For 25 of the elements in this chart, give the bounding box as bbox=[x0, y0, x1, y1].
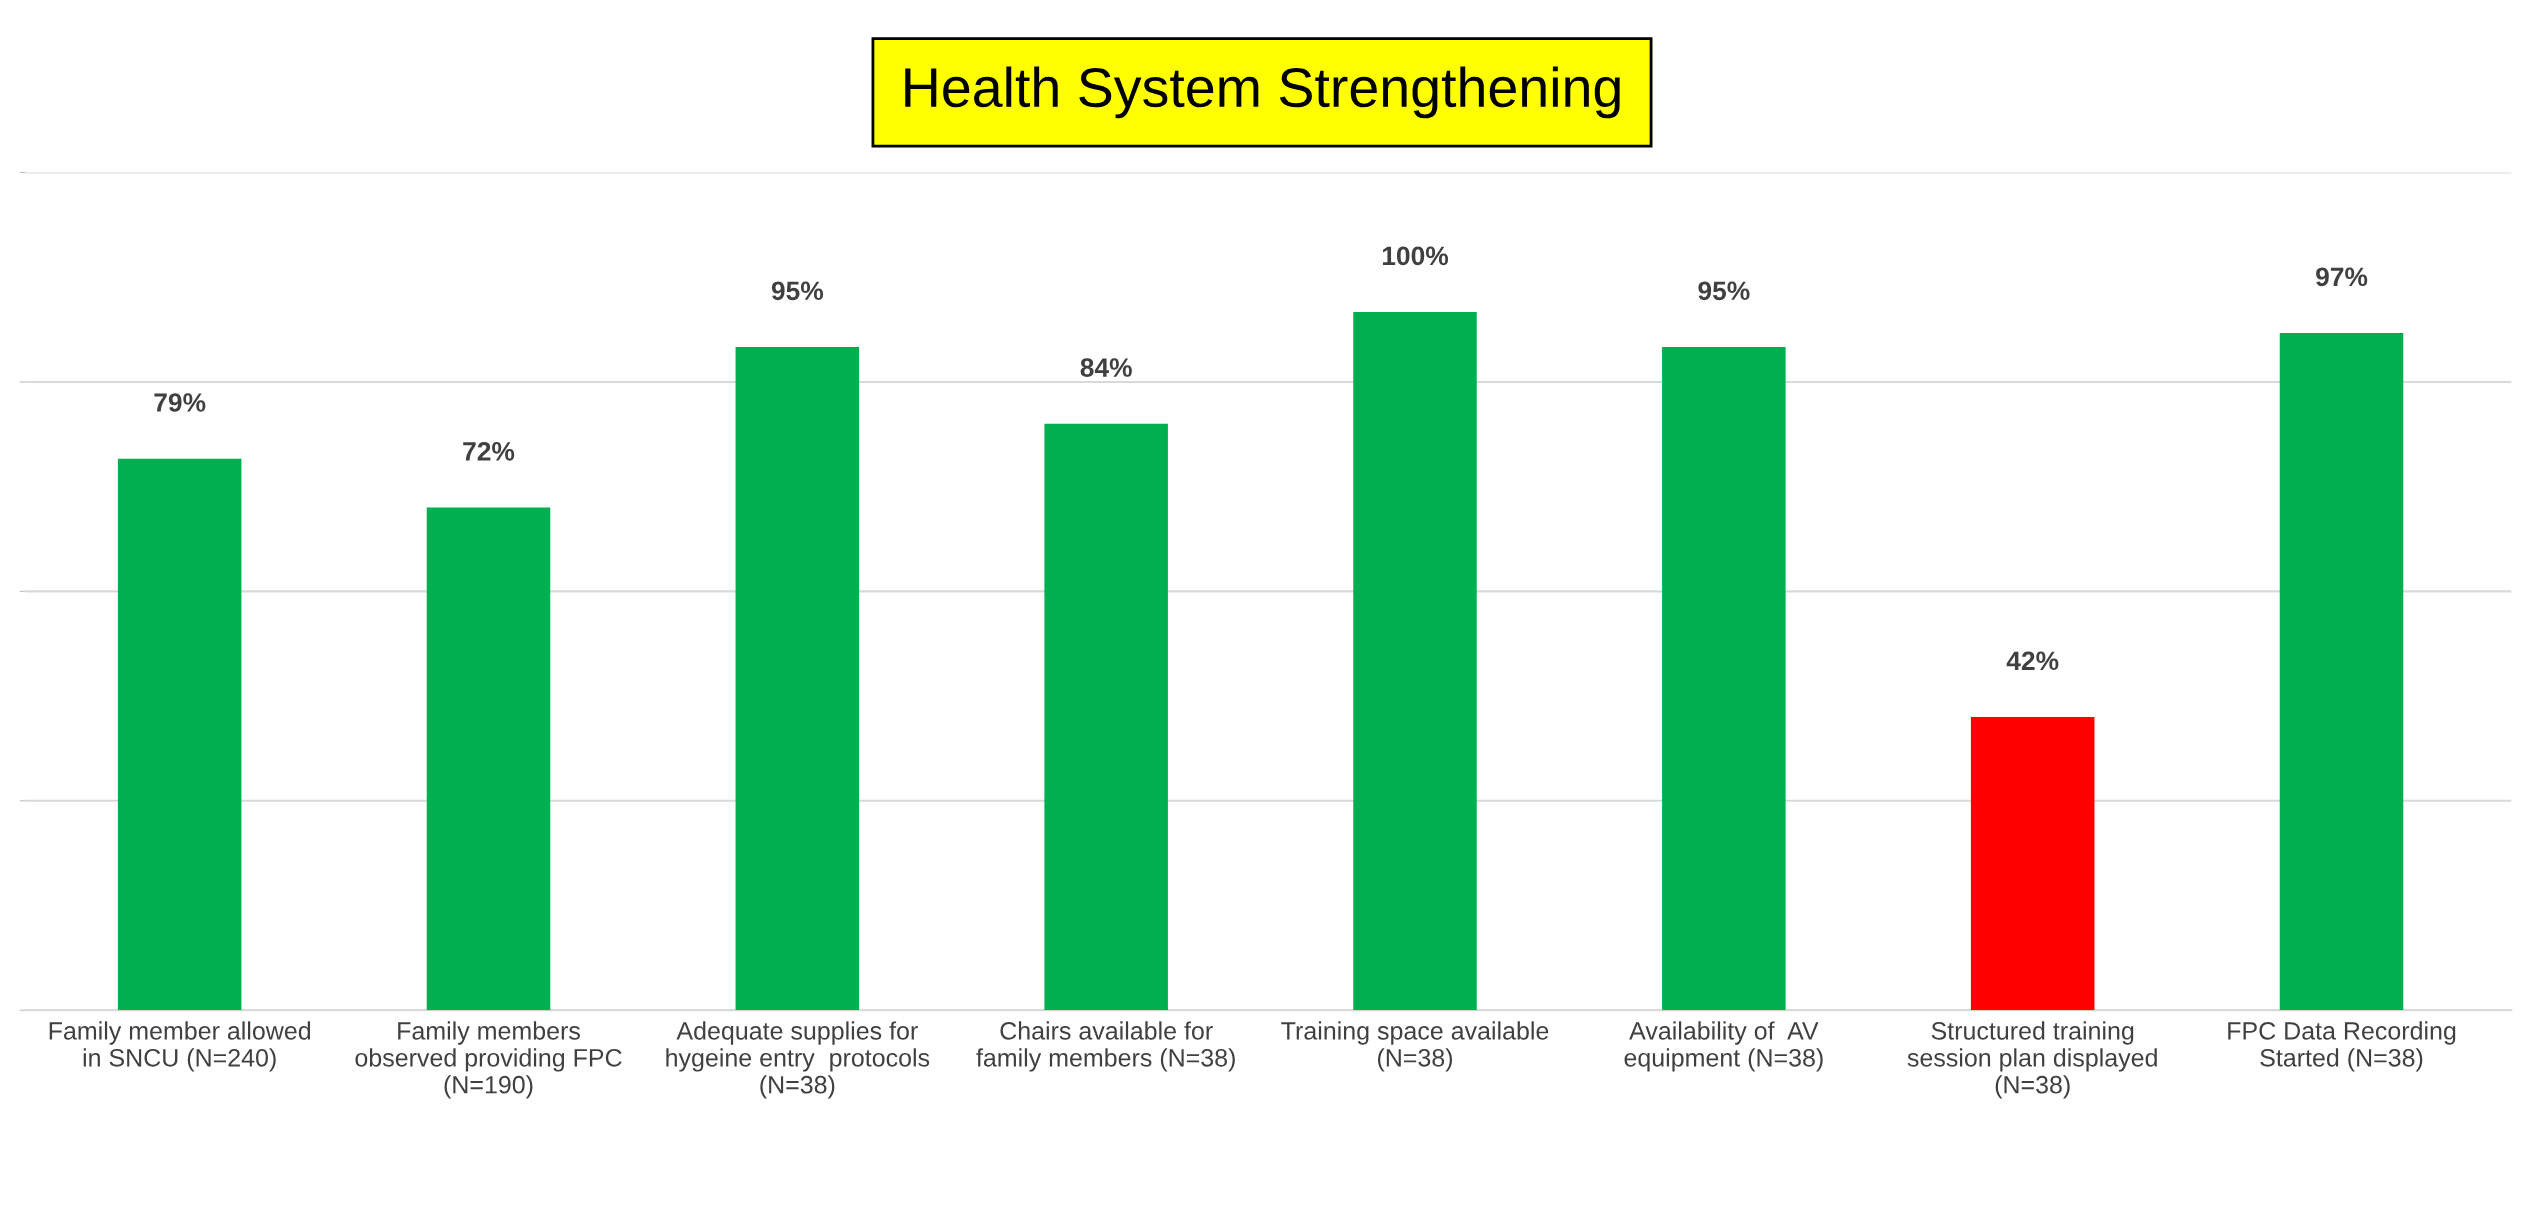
bar bbox=[1044, 423, 1168, 1011]
bar bbox=[1970, 717, 2095, 1011]
bar bbox=[1353, 312, 1477, 1011]
x-tick-label: Family member allowed in SNCU (N=240) bbox=[49, 1021, 311, 1072]
bar bbox=[2279, 333, 2404, 1011]
data-label: 95% bbox=[1698, 281, 1750, 301]
data-label: 95% bbox=[771, 281, 824, 301]
x-tick-label: Training space available (N=38) bbox=[1281, 1021, 1549, 1072]
data-label: 100% bbox=[1382, 246, 1449, 266]
data-label: 84% bbox=[1080, 358, 1132, 377]
data-label: 97% bbox=[2316, 267, 2368, 287]
bar bbox=[735, 347, 860, 1011]
bar bbox=[1662, 347, 1786, 1011]
x-tick-label: Availability of AV equipment (N=38) bbox=[1624, 1021, 1823, 1072]
x-tick-label: Family members observed providing FPC (N=190) bbox=[355, 1021, 622, 1099]
x-tick-label: Chairs available for family members (N=38) bbox=[976, 1021, 1235, 1072]
chart-title: Health System Strengthening bbox=[905, 66, 1620, 119]
x-tick-label: FPC Data Recording Started (N=38) bbox=[2228, 1021, 2456, 1072]
data-label: 42% bbox=[2006, 651, 2059, 671]
x-tick-label: Adequate supplies for hygeine entry protocols (N=38) bbox=[666, 1021, 930, 1099]
bar bbox=[117, 458, 242, 1011]
data-label: 72% bbox=[463, 442, 515, 461]
bar bbox=[426, 507, 551, 1011]
x-tick-label: Structured training session plan displayed (N=38) bbox=[1907, 1021, 2157, 1099]
data-label: 79% bbox=[154, 393, 206, 412]
